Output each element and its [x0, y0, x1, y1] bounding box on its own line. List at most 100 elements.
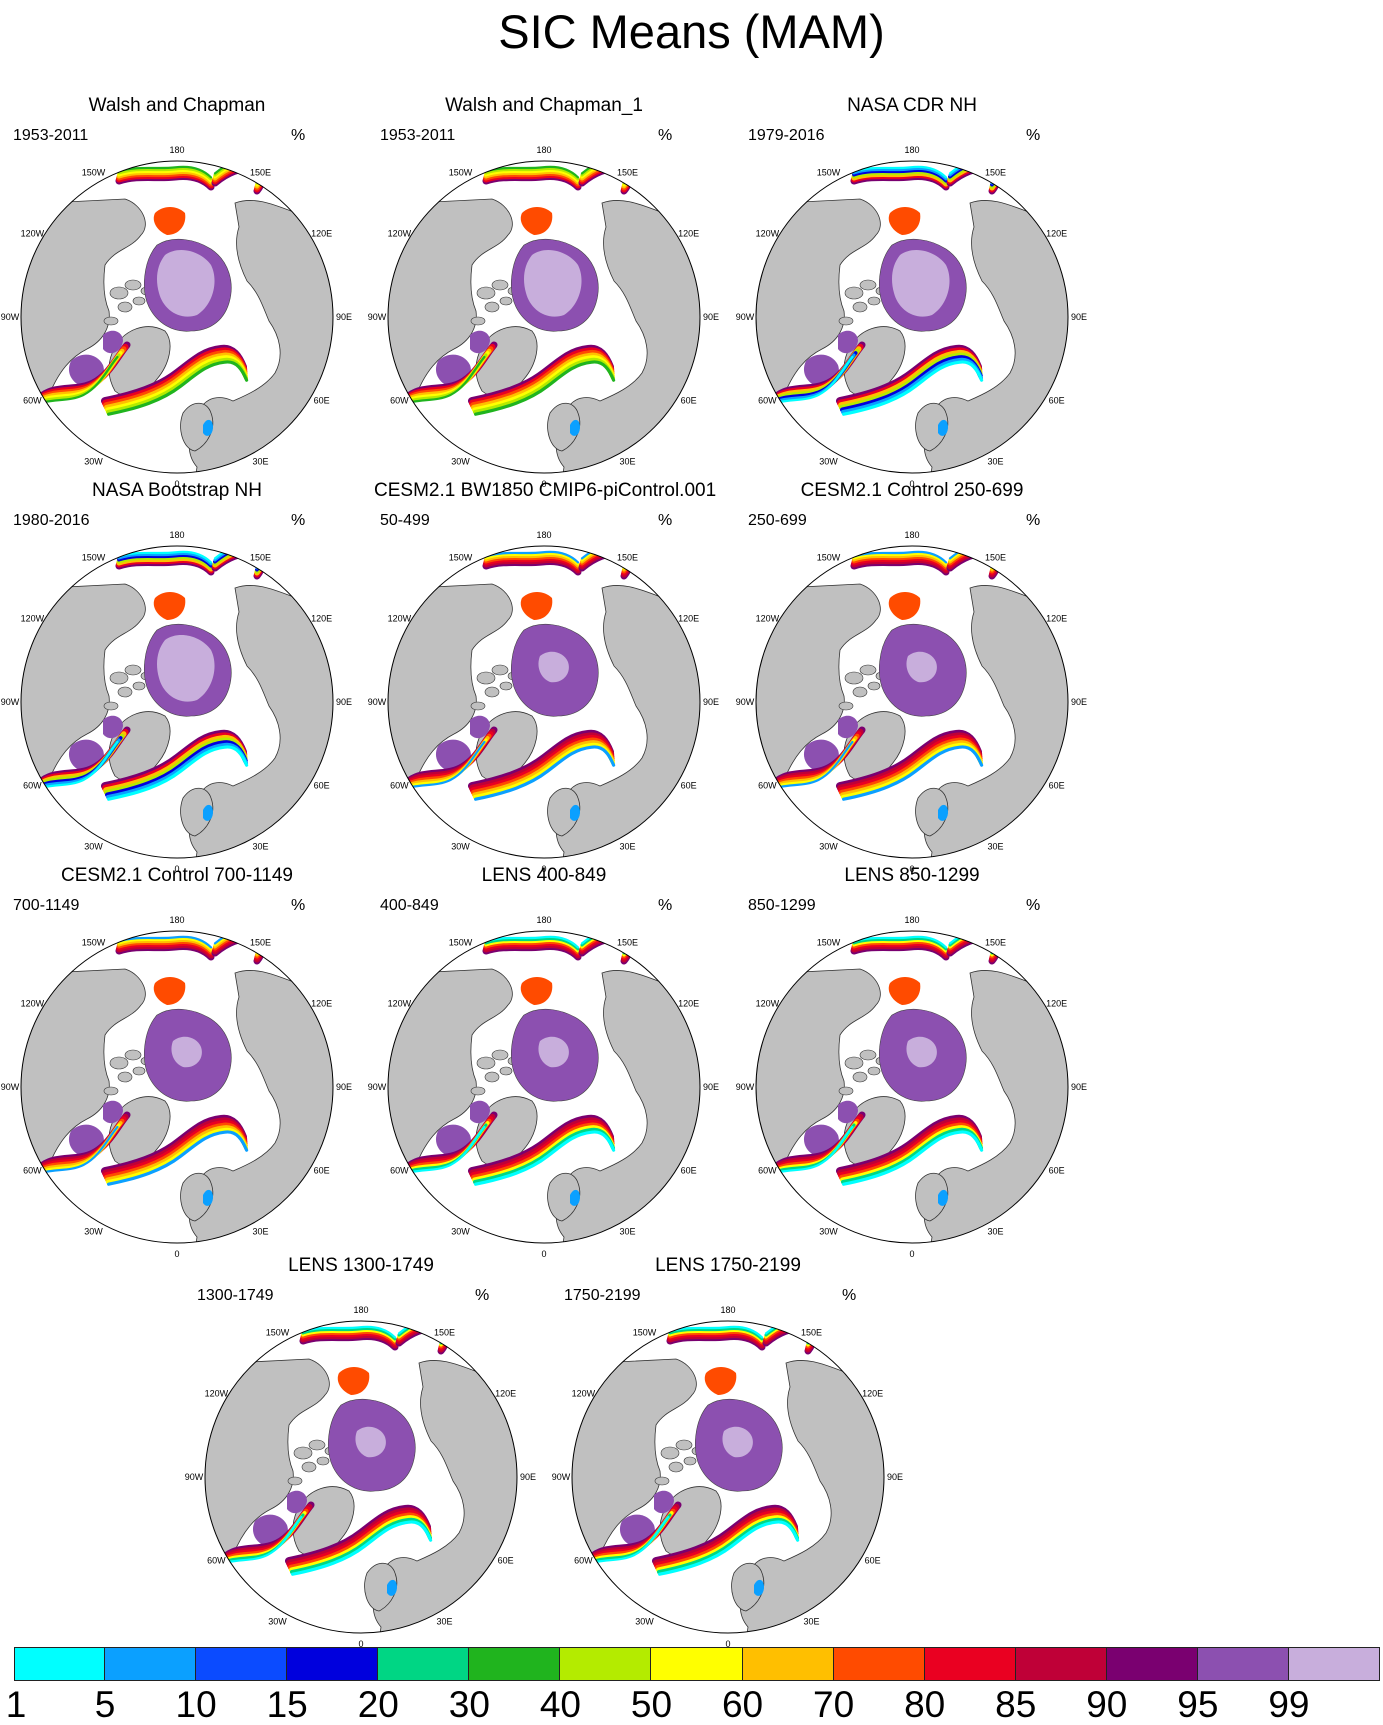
panel-period: 1953-2011	[380, 127, 456, 144]
longitude-label: 150W	[266, 1327, 290, 1337]
longitude-label: 120W	[388, 614, 412, 624]
longitude-label: 90W	[185, 1472, 204, 1482]
longitude-label: 180	[904, 530, 919, 540]
longitude-label: 90E	[1071, 697, 1087, 707]
longitude-label: 120W	[21, 999, 45, 1009]
ice-concentration-band	[32, 740, 119, 794]
ice-concentration-band	[473, 1130, 616, 1186]
longitude-label: 30E	[987, 842, 1003, 852]
polar-stereographic-map: 180 150E 120E 90E 60E 30E 0 30W 60W 90W 120W 150W	[368, 530, 719, 874]
longitude-label: 180	[720, 1305, 735, 1315]
colorbar-tick-label: 40	[539, 1684, 581, 1725]
baltic-ice	[570, 1189, 580, 1206]
longitude-label: 60W	[758, 781, 777, 791]
island	[124, 1049, 142, 1061]
ice-concentration-band	[117, 165, 213, 179]
map-panel: LENS 850-1299 850-1299% 180 150E 120E 90E 60E 3…	[736, 865, 1087, 1259]
longitude-label: 90E	[1071, 1082, 1087, 1092]
longitude-label: 60W	[574, 1556, 593, 1566]
longitude-label: 150W	[817, 552, 841, 562]
island	[124, 664, 142, 676]
island	[859, 279, 877, 291]
longitude-label: 60E	[681, 1166, 697, 1176]
longitude-label: 0	[541, 864, 546, 874]
longitude-label: 150E	[801, 1327, 822, 1337]
panel-period: 850-1299	[748, 897, 816, 914]
ice-concentration-band	[473, 360, 616, 416]
island	[132, 296, 146, 306]
panel-unit: %	[1026, 512, 1041, 529]
longitude-label: 120E	[678, 229, 699, 239]
ice-concentration-band	[106, 360, 249, 416]
island	[844, 1056, 864, 1070]
longitude-label: 30W	[84, 457, 103, 467]
longitude-label: 180	[169, 915, 184, 925]
pack-ice-core	[355, 1426, 386, 1458]
longitude-label: 60E	[681, 781, 697, 791]
island	[476, 286, 496, 300]
land-mass	[180, 1172, 214, 1222]
pack-ice-core	[906, 651, 937, 683]
ice-concentration-band	[399, 355, 486, 409]
island	[491, 1049, 509, 1061]
map-panel: Walsh and Chapman_1 1953-2011% 180 150E 120E…	[368, 95, 719, 489]
ice-concentration-band	[484, 935, 580, 949]
colorbar-tick-label: 80	[904, 1684, 946, 1725]
longitude-label: 60W	[207, 1556, 226, 1566]
baffin-ice	[838, 1100, 858, 1124]
panel-title: NASA Bootstrap NH	[91, 480, 263, 501]
longitude-label: 30E	[803, 1617, 819, 1627]
ice-concentration-band	[841, 745, 984, 801]
longitude-label: 30W	[819, 457, 838, 467]
pack-ice-core	[538, 651, 569, 683]
colorbar-tick-label: 5	[94, 1684, 116, 1725]
longitude-label: 90E	[336, 697, 352, 707]
island	[867, 681, 881, 691]
land-mass	[180, 787, 214, 837]
island	[117, 686, 133, 698]
sea-ice-field	[216, 1321, 450, 1596]
baltic-ice	[203, 1189, 213, 1206]
panel-title: LENS 1300-1749	[288, 1255, 434, 1276]
longitude-label: 150E	[250, 167, 271, 177]
ice-concentration-band	[852, 550, 948, 564]
ice-concentration-band	[32, 355, 119, 409]
longitude-label: 150W	[82, 937, 106, 947]
polar-stereographic-map: 180 150E 120E 90E 60E 30E 0 30W 60W 90W 120W 150W	[736, 145, 1087, 489]
baltic-ice	[938, 1189, 948, 1206]
ice-concentration-band	[484, 550, 580, 564]
longitude-label: 0	[725, 1639, 730, 1649]
bering-strait-ice	[704, 1367, 737, 1395]
island	[491, 279, 509, 291]
island	[308, 1439, 326, 1451]
figure-title: SIC Means (MAM)	[498, 5, 885, 58]
longitude-label: 60W	[23, 781, 42, 791]
colorbar-swatch	[287, 1647, 379, 1681]
longitude-label: 60E	[314, 1166, 330, 1176]
longitude-label: 30W	[451, 1227, 470, 1237]
longitude-label: 60E	[1049, 396, 1065, 406]
ice-concentration-band	[852, 935, 948, 949]
longitude-label: 150W	[449, 937, 473, 947]
panel-unit: %	[291, 127, 306, 144]
colorbar-tick-label: 60	[721, 1684, 764, 1725]
colorbar-swatch	[1106, 1647, 1198, 1681]
colorbar	[14, 1647, 1380, 1681]
baltic-ice	[938, 804, 948, 821]
panel-period: 400-849	[380, 897, 439, 914]
ice-concentration-band	[216, 1515, 303, 1569]
island	[838, 701, 854, 711]
panel-period: 700-1149	[13, 897, 80, 914]
map-panel: LENS 400-849 400-849% 180 150E 120E 90E 60E 30E…	[368, 865, 719, 1259]
baffin-ice	[838, 715, 858, 739]
ice-concentration-band	[32, 1125, 119, 1179]
baffin-ice	[103, 715, 123, 739]
polar-stereographic-map: 180 150E 120E 90E 60E 30E 0 30W 60W 90W 120W 150W	[1, 530, 352, 874]
baffin-ice	[287, 1490, 307, 1514]
colorbar-tick-label: 15	[266, 1684, 308, 1725]
island	[852, 1071, 868, 1083]
panel-title: Walsh and Chapman_1	[445, 95, 643, 116]
island	[103, 701, 119, 711]
longitude-label: 150E	[434, 1327, 455, 1337]
longitude-label: 30W	[819, 842, 838, 852]
